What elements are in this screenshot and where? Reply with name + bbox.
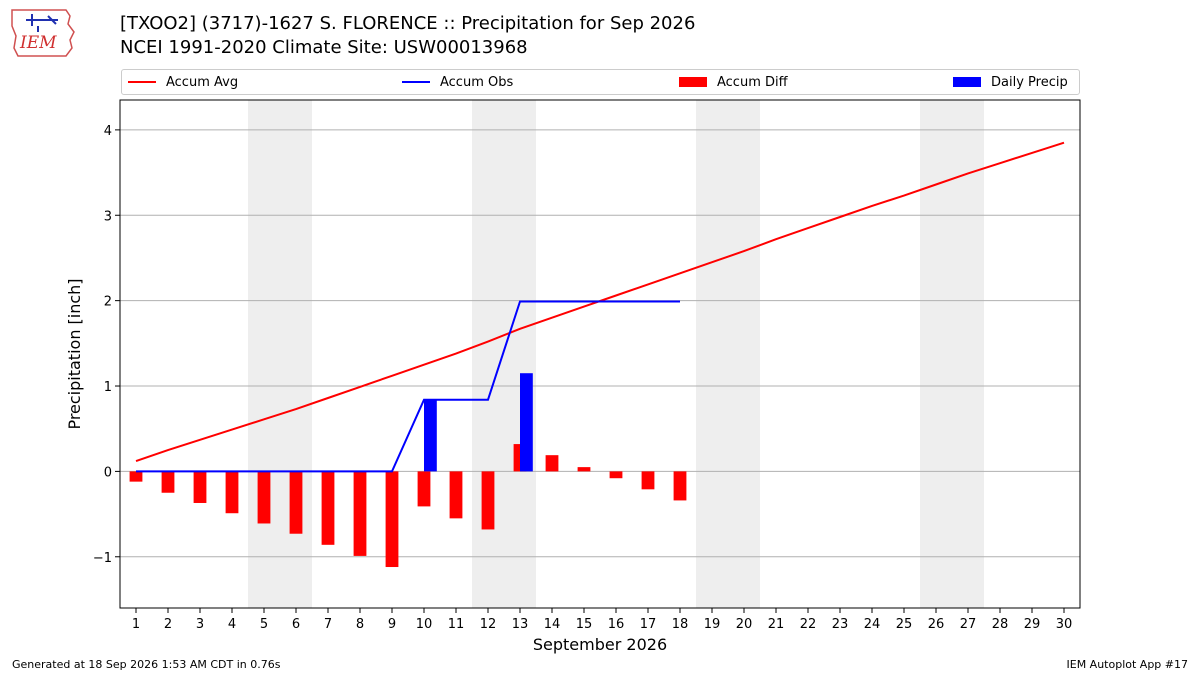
chart-legend: Accum Avg Accum Obs Accum Diff Daily Pre… [121,69,1080,95]
xtick-label-16: 16 [608,617,625,632]
iowa-outline-icon [11,9,75,57]
xtick-label-9: 9 [388,617,396,632]
xtick-label-8: 8 [356,617,364,632]
weekend-band-4 [920,100,984,608]
legend-swatch-daily-precip [953,77,981,87]
plot-frame [119,99,1081,609]
legend-label-accum-obs: Accum Obs [440,74,514,90]
x-axis-label: September 2026 [533,635,667,654]
chart-subtitle: NCEI 1991-2020 Climate Site: USW00013968 [120,37,528,58]
legend-swatch-accum-obs [402,81,430,83]
legend-label-accum-diff: Accum Diff [717,74,788,90]
legend-item-accum-avg: Accum Avg [128,70,238,94]
xtick-label-24: 24 [864,617,881,632]
xtick-label-26: 26 [928,617,945,632]
accum-diff-bar-12 [481,471,495,530]
xtick-label-4: 4 [228,617,236,632]
xtick-label-29: 29 [1024,617,1041,632]
xtick-label-15: 15 [576,617,593,632]
weather-station-icon [26,14,58,32]
series-line-accum-obs [136,300,680,473]
xtick-label-14: 14 [544,617,561,632]
accum-diff-bar-4 [225,471,239,514]
legend-item-accum-obs: Accum Obs [402,70,513,94]
accum-diff-bar-8 [353,471,367,556]
weekend-band-2 [472,100,536,608]
accum-diff-bar-6 [289,471,303,534]
ytick-label-4: 3 [104,209,112,224]
xtick-label-21: 21 [768,617,785,632]
xtick-label-19: 19 [704,617,721,632]
xtick-label-28: 28 [992,617,1009,632]
xtick-label-17: 17 [640,617,657,632]
y-axis-label: Precipitation [inch] [65,278,84,429]
xtick-label-25: 25 [896,617,913,632]
accum-diff-bar-7 [321,471,335,545]
chart-title: [TXOO2] (3717)-1627 S. FLORENCE :: Preci… [120,13,696,34]
app-footer: IEM Autoplot App #17 [1066,658,1189,671]
xtick-label-22: 22 [800,617,817,632]
weekend-band-3 [696,100,760,608]
xtick-label-1: 1 [132,617,140,632]
legend-label-daily-precip: Daily Precip [991,74,1068,90]
xtick-label-5: 5 [260,617,268,632]
ytick-label-0: −1 [93,551,112,566]
accum-diff-bar-9 [385,471,399,568]
daily-precip-bar-10 [424,399,437,472]
logo-text: IEM [19,33,57,53]
xtick-label-12: 12 [480,617,497,632]
accum-diff-bar-10 [417,471,431,507]
legend-swatch-accum-diff [679,77,707,87]
legend-item-accum-diff: Accum Diff [679,70,788,94]
ytick-label-5: 4 [104,124,112,139]
xtick-label-13: 13 [512,617,529,632]
xtick-label-30: 30 [1056,617,1073,632]
accum-diff-bar-18 [673,471,687,501]
generated-footer: Generated at 18 Sep 2026 1:53 AM CDT in … [12,658,281,671]
daily-precip-bar-13 [520,373,533,472]
ytick-label-3: 2 [104,295,112,310]
accum-diff-bar-15 [577,467,591,472]
accum-diff-bar-14 [545,455,559,472]
xtick-label-2: 2 [164,617,172,632]
xtick-label-7: 7 [324,617,332,632]
ytick-label-1: 0 [104,465,112,480]
accum-diff-bar-2 [161,471,175,493]
xtick-label-10: 10 [416,617,433,632]
accum-diff-bar-5 [257,471,271,524]
xtick-label-18: 18 [672,617,689,632]
accum-diff-bar-16 [609,471,623,479]
xtick-label-20: 20 [736,617,753,632]
xtick-label-23: 23 [832,617,849,632]
xtick-label-3: 3 [196,617,204,632]
accum-diff-bar-3 [193,471,207,503]
ytick-label-2: 1 [104,380,112,395]
xtick-label-6: 6 [292,617,300,632]
legend-swatch-accum-avg [128,81,156,83]
xtick-label-11: 11 [448,617,465,632]
accum-diff-bar-11 [449,471,463,519]
iem-logo: IEM [11,9,75,57]
legend-item-daily-precip: Daily Precip [953,70,1068,94]
legend-label-accum-avg: Accum Avg [166,74,239,90]
xtick-label-27: 27 [960,617,977,632]
accum-diff-bar-17 [641,471,655,490]
accum-diff-bar-1 [129,471,143,482]
